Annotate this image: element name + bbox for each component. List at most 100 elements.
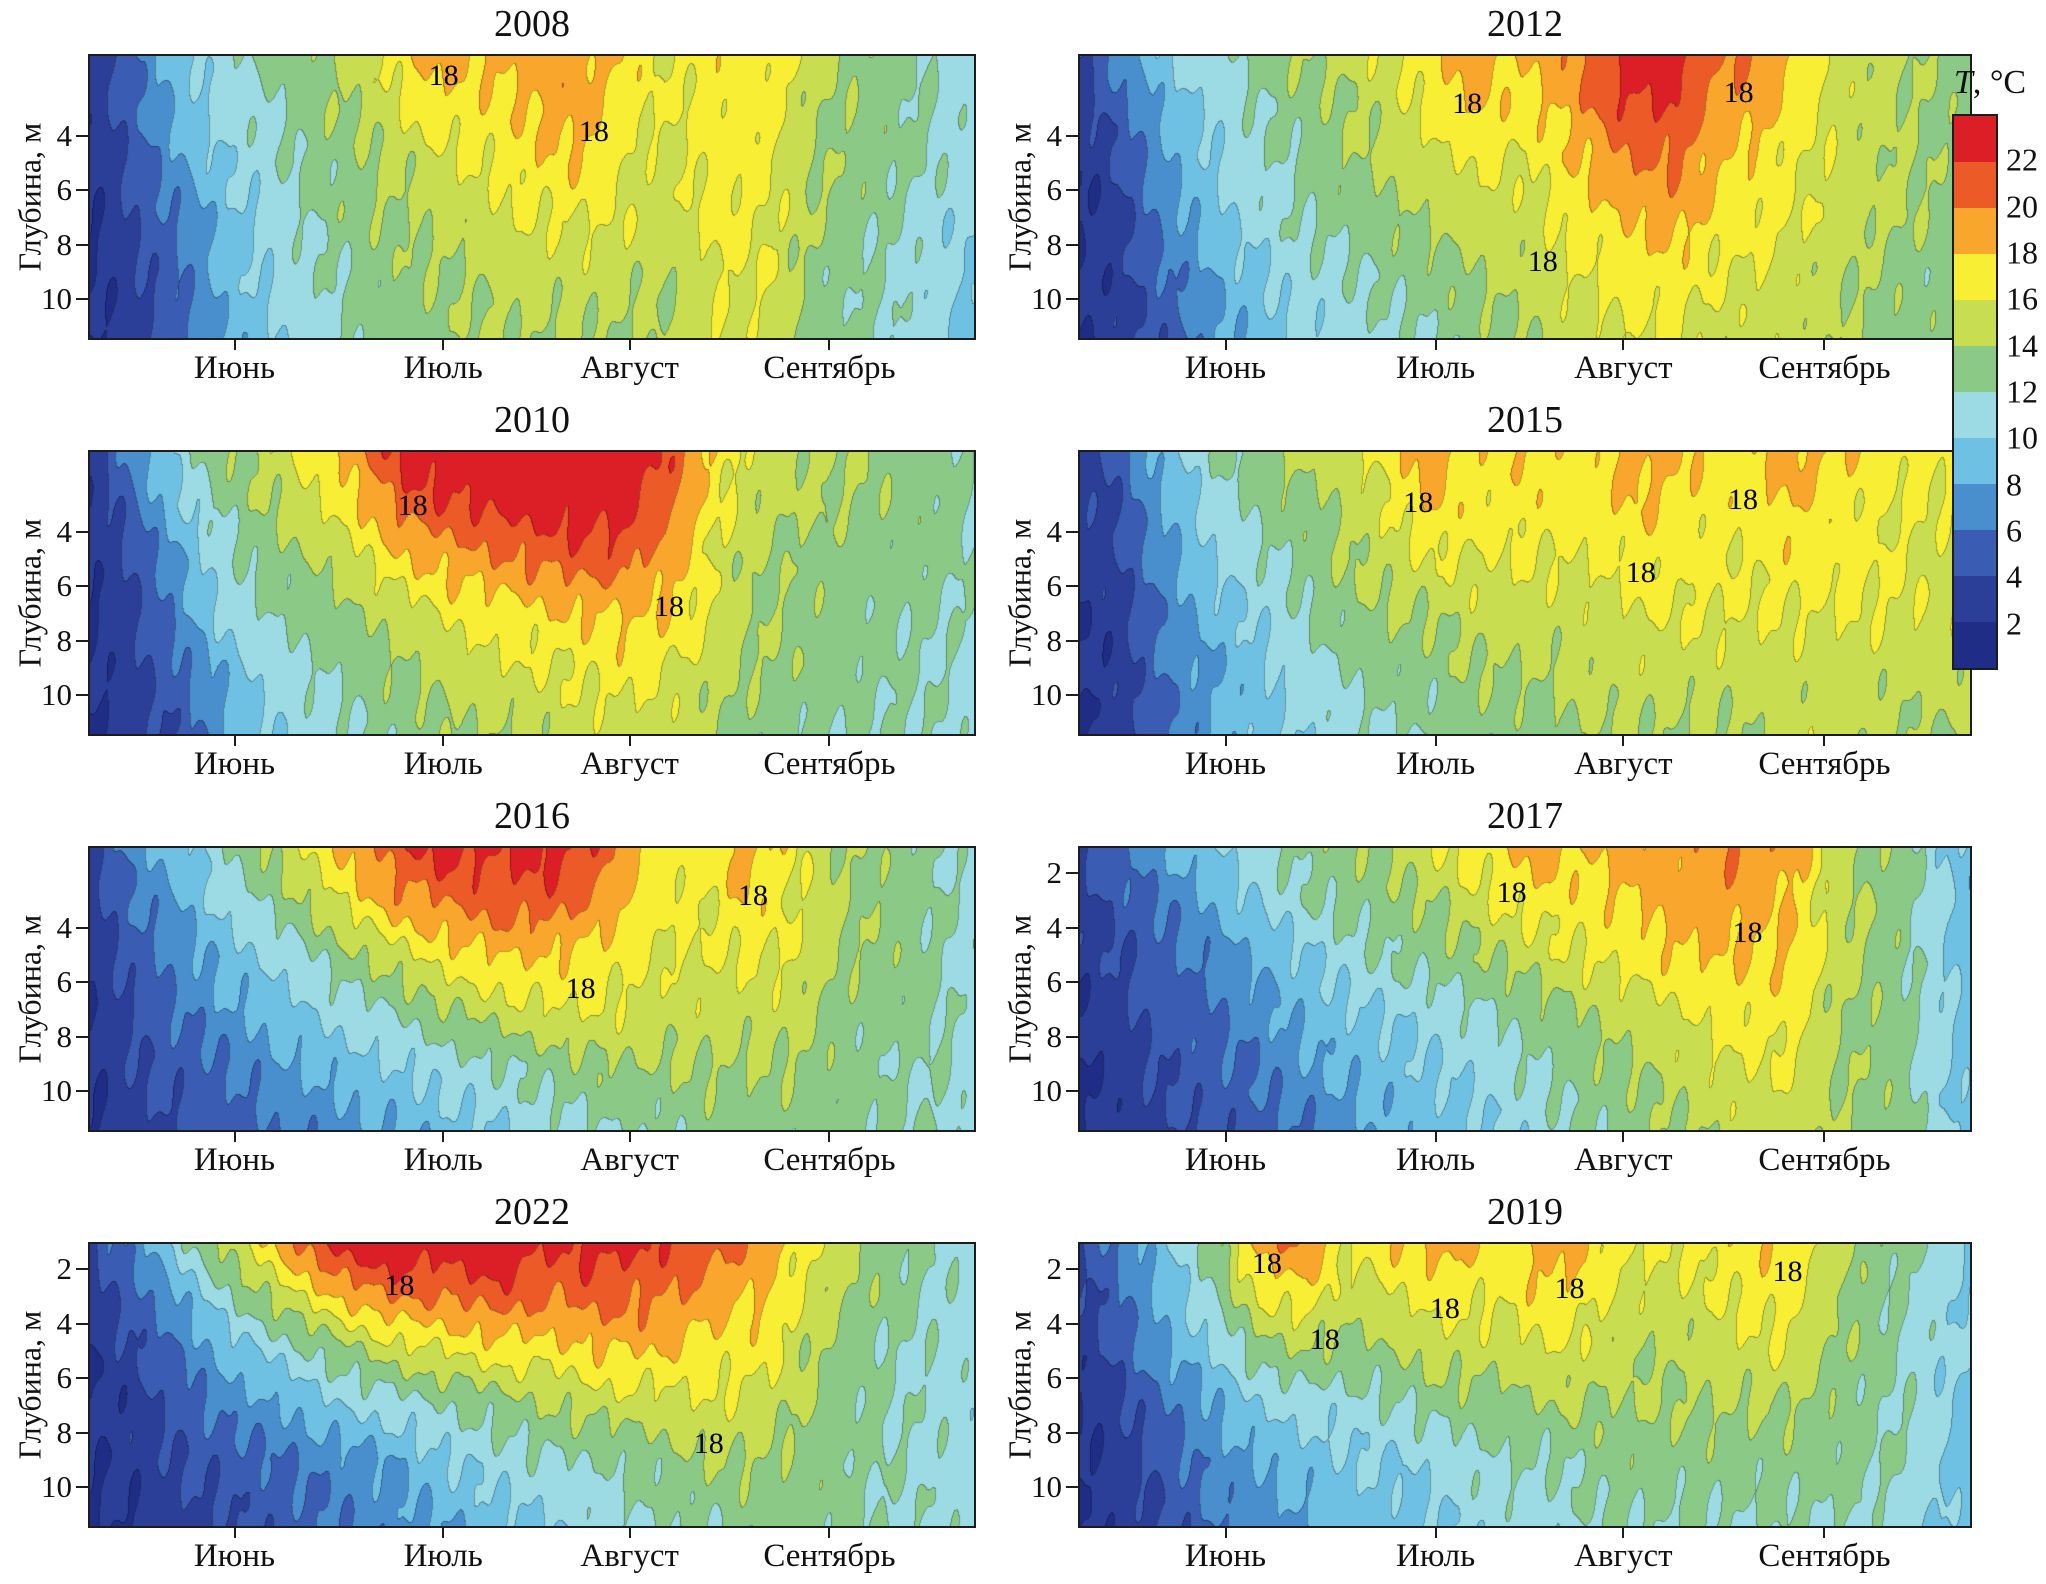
panel-title: 2012 [1487,3,1563,45]
temperature-panel: 2012 Глубина, м 18 18 18 4 6 8 10 Июнь Июль Авгу… [1002,0,1972,396]
x-tick-label: Июль [403,746,483,782]
y-tick-label: 10 [1031,1469,1062,1505]
temperature-panel: 2016 Глубина, м 18 18 4 6 8 10 Июнь Июль Август… [12,792,976,1188]
colorbar-segment [1954,208,1996,254]
temperature-panel: 2008 Глубина, м 18 18 4 6 8 10 Июнь Июль Август… [12,0,976,396]
y-tick-mark [1066,298,1078,301]
x-tick-label: Июль [403,350,483,386]
y-tick-label: 2 [1046,855,1063,891]
contour-value-label: 18 [1625,556,1656,590]
colorbar-tick-label: 20 [2006,188,2038,225]
y-tick-mark [76,1090,88,1093]
y-tick-mark [76,189,88,192]
contour-plot: 18 18 18 [1078,450,1972,736]
x-tick-mark [442,1528,445,1538]
x-tick-mark [628,736,631,746]
x-tick-mark [1823,340,1826,350]
y-axis-label: Глубина, м [1001,1310,1038,1460]
y-tick-mark [1066,1377,1078,1380]
y-tick-label: 2 [56,1251,73,1287]
y-tick-label: 4 [1046,117,1063,153]
x-tick-label: Июль [1396,1538,1476,1574]
y-tick-mark [1066,189,1078,192]
contour-value-label: 18 [654,590,685,624]
y-tick-mark [76,243,88,246]
y-tick-mark [76,926,88,929]
contour-value-label: 18 [428,58,459,92]
x-tick-label: Август [580,746,679,782]
colorbar-tick-label: 4 [2006,558,2022,595]
y-tick-mark [1066,243,1078,246]
y-tick-label: 6 [1046,172,1063,208]
x-tick-mark [1622,340,1625,350]
y-tick-label: 8 [1046,622,1063,658]
contour-canvas [90,848,974,1130]
contour-value-label: 18 [738,878,768,912]
y-tick-label: 8 [1046,226,1063,262]
x-tick-mark [233,340,236,350]
x-tick-mark [828,1528,831,1538]
contour-value-label: 18 [1723,75,1754,109]
y-tick-label: 10 [1031,1073,1062,1109]
colorbar-tick-label: 22 [2006,141,2038,178]
colorbar-segment [1954,622,1996,668]
x-tick-mark [1434,736,1437,746]
y-tick-mark [1066,1322,1078,1325]
y-tick-mark [76,298,88,301]
panel-title: 2019 [1487,1191,1563,1233]
y-tick-label: 6 [1046,964,1063,1000]
y-tick-label: 4 [1046,909,1063,945]
y-tick-mark [76,530,88,533]
x-tick-mark [1434,1528,1437,1538]
x-tick-mark [1224,1528,1227,1538]
contour-value-label: 18 [1496,876,1527,910]
y-axis-label: Глубина, м [1001,914,1038,1064]
temperature-panel: 2017 Глубина, м 18 18 2 4 6 8 10 Июнь Июль Авгус… [1002,792,1972,1188]
x-tick-label: Июль [403,1538,483,1574]
contour-value-label: 18 [1309,1322,1340,1356]
x-tick-label: Июнь [1184,1538,1267,1574]
y-tick-mark [76,134,88,137]
y-axis-label: Глубина, м [11,914,48,1064]
y-tick-mark [1066,1486,1078,1489]
panel-title: 2022 [494,1191,570,1233]
y-tick-mark [1066,639,1078,642]
x-tick-label: Июнь [193,746,276,782]
x-tick-label: Август [580,350,679,386]
x-tick-mark [828,736,831,746]
x-tick-label: Сентябрь [1758,350,1891,386]
y-tick-mark [76,639,88,642]
y-tick-label: 10 [41,1073,72,1109]
panel-title: 2016 [494,795,570,837]
y-axis-label: Глубина, м [1001,518,1038,668]
x-tick-mark [233,736,236,746]
temperature-panel: 2010 Глубина, м 18 18 4 6 8 10 Июнь Июль Август… [12,396,976,792]
x-tick-label: Июнь [193,1142,276,1178]
x-tick-mark [828,1132,831,1142]
panel-title: 2015 [1487,399,1563,441]
contour-plot: 18 18 [88,846,976,1132]
colorbar-segment [1954,392,1996,438]
y-tick-label: 10 [1031,677,1062,713]
colorbar-segment [1954,162,1996,208]
y-tick-mark [1066,981,1078,984]
x-tick-label: Август [1574,1538,1673,1574]
x-tick-mark [1224,1132,1227,1142]
contour-canvas [1080,848,1970,1130]
colorbar-title: T, °C [1900,64,2046,102]
temperature-panel: 2015 Глубина, м 18 18 18 4 6 8 10 Июнь Июль Авгу… [1002,396,1972,792]
y-tick-mark [1066,1035,1078,1038]
x-tick-mark [1622,736,1625,746]
contour-value-label: 18 [1554,1272,1585,1306]
contour-plot: 18 18 18 [1078,54,1972,340]
x-tick-label: Август [580,1538,679,1574]
y-tick-mark [76,1431,88,1434]
colorbar [1952,114,1998,670]
y-tick-mark [1066,694,1078,697]
y-tick-label: 4 [56,117,73,153]
y-tick-mark [1066,1090,1078,1093]
x-tick-mark [1434,340,1437,350]
x-tick-label: Август [1574,746,1673,782]
y-tick-label: 2 [1046,1251,1063,1287]
y-tick-mark [76,1377,88,1380]
